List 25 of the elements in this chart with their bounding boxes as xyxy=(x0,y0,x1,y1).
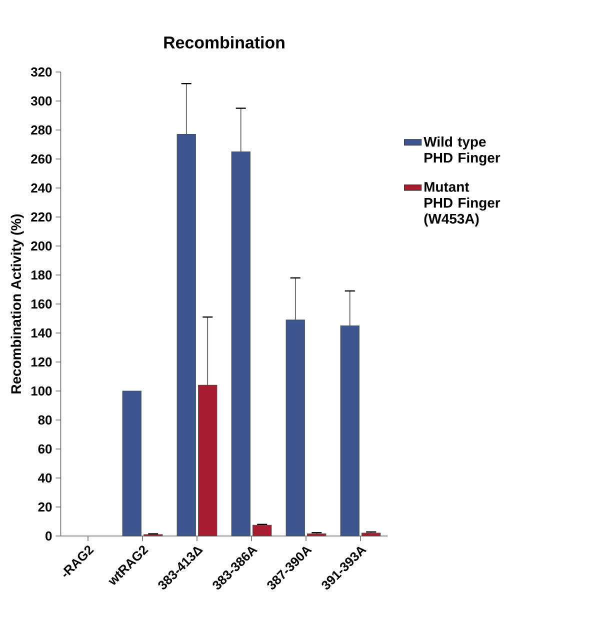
y-tick-label: 100 xyxy=(31,386,52,396)
y-tick-label: 280 xyxy=(31,125,52,135)
legend-label: Mutant PHD Finger (W453A) xyxy=(424,182,500,226)
y-tick-label: 160 xyxy=(31,299,52,309)
y-tick-label: 0 xyxy=(46,531,52,541)
bar xyxy=(252,524,272,536)
chart-title: Recombination xyxy=(164,36,284,49)
y-tick-label: 300 xyxy=(30,96,52,106)
y-tick-label: 320 xyxy=(30,67,52,77)
y-tick-label: 200 xyxy=(31,241,52,251)
y-tick-label: 40 xyxy=(38,473,52,483)
y-tick-label: 60 xyxy=(38,444,52,454)
y-tick-label: 140 xyxy=(31,328,52,338)
bar xyxy=(307,534,326,536)
y-axis-title: Recombination Activity (%) xyxy=(10,214,24,394)
bar xyxy=(362,532,381,536)
y-tick-label: 260 xyxy=(31,154,52,164)
bar xyxy=(122,390,142,536)
y-tick-label: 220 xyxy=(31,212,52,222)
legend-label: Wild type PHD Finger xyxy=(424,136,500,166)
y-tick-label: 80 xyxy=(38,415,52,425)
y-tick-label: 20 xyxy=(38,502,52,512)
y-tick-label: 240 xyxy=(31,183,52,193)
y-tick-label: 120 xyxy=(31,357,52,367)
y-tick-label: 180 xyxy=(31,270,52,280)
